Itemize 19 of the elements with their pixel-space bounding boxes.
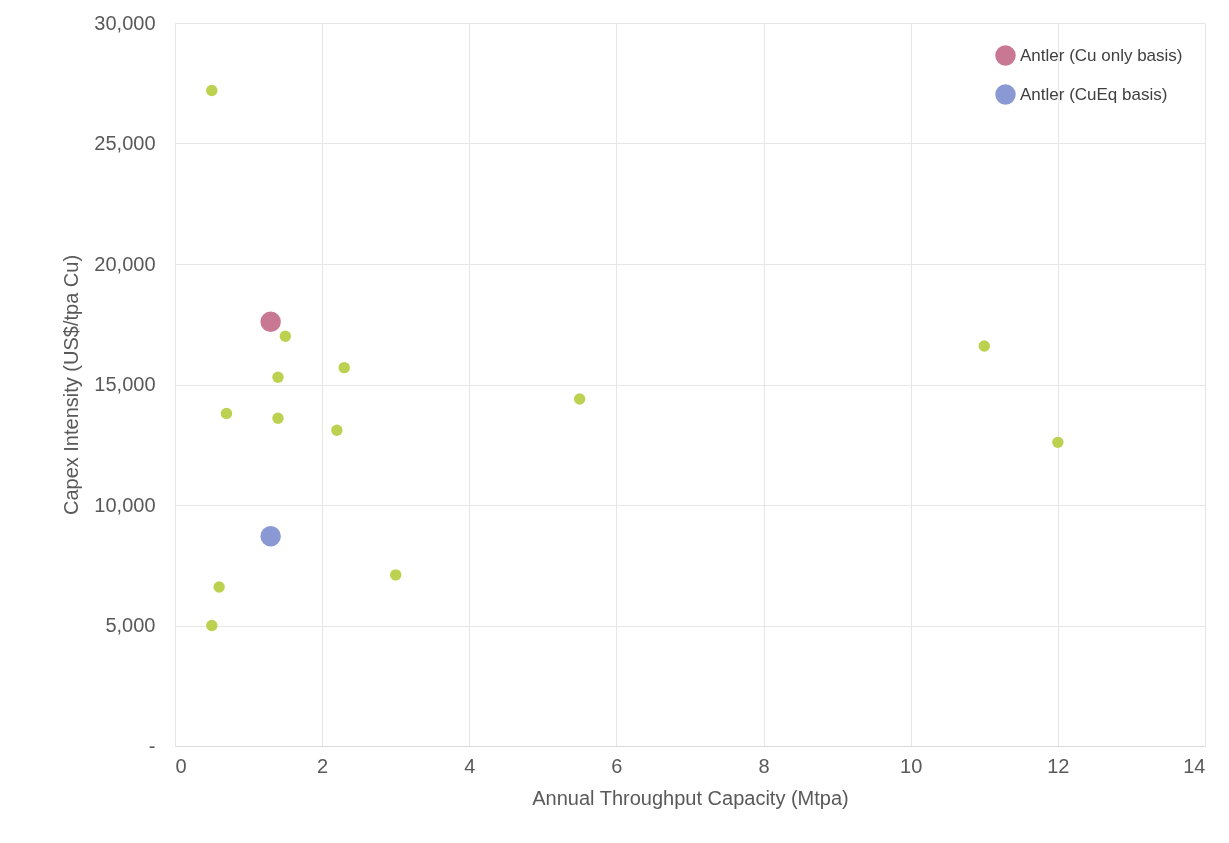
y-tick-label: 20,000 [94,252,156,275]
y-tick-label: 30,000 [94,11,156,34]
x-axis-title: Annual Throughput Capacity (Mtpa) [532,786,849,809]
y-tick-label: - [148,734,156,757]
legend-label: Antler (CuEq basis) [1020,84,1168,104]
x-tick-label: 0 [175,754,187,777]
x-tick-label: 4 [464,754,476,777]
y-tick-label: 25,000 [94,132,156,154]
y-tick-label: 10,000 [94,493,156,516]
x-tick-label: 10 [900,754,923,777]
y-tick-label: 15,000 [94,373,156,395]
x-tick-label: 14 [1183,754,1206,777]
x-tick-label: 6 [611,754,623,777]
legend-label: Antler (Cu only basis) [1020,45,1183,65]
x-tick-label: 2 [317,754,329,777]
y-axis-title: Capex Intensity (US$/tpa Cu) [60,254,83,516]
x-tick-label: 8 [758,754,770,777]
x-tick-label: 12 [1047,754,1070,777]
y-tick-label: 5,000 [105,614,156,636]
